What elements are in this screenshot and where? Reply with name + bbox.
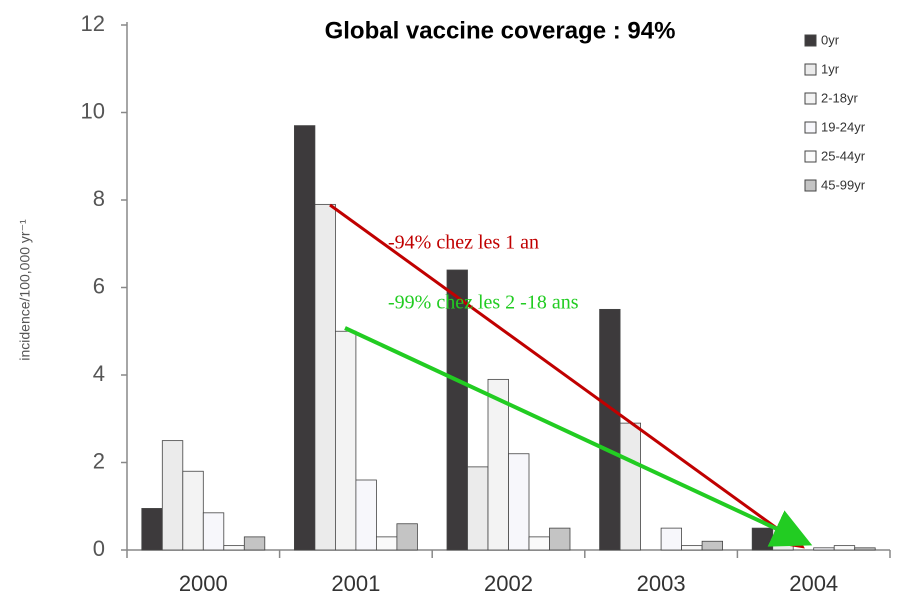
bar: [660, 527, 682, 551]
y-tick-label: 6: [93, 273, 105, 298]
bar: [334, 330, 357, 551]
legend-label: 1yr: [821, 61, 840, 76]
legend-swatch: [804, 63, 817, 76]
bar: [141, 508, 163, 551]
bar: [751, 527, 774, 551]
bar: [487, 378, 509, 551]
legend-swatch: [804, 179, 817, 192]
bar: [375, 536, 398, 551]
x-tick-label: 2003: [637, 571, 686, 596]
annotation: -94% chez les 1 an: [388, 232, 539, 254]
bar: [446, 269, 468, 551]
legend-swatch: [804, 150, 817, 163]
bar: [619, 422, 641, 551]
bar: [833, 545, 856, 551]
bar: [549, 527, 571, 551]
x-tick-label: 2000: [179, 571, 228, 596]
x-tick-label: 2001: [331, 571, 380, 596]
y-tick-label: 4: [93, 361, 105, 386]
bar: [182, 470, 204, 551]
bar: [813, 547, 835, 551]
bar: [293, 125, 316, 551]
bar: [355, 479, 377, 551]
bar: [701, 540, 723, 551]
annotation: -99% chez les 2 -18 ans: [388, 292, 579, 314]
arrow: [344, 326, 813, 547]
chart-title: Global vaccine coverage : 94%: [325, 17, 676, 44]
legend-label: 0yr: [821, 32, 840, 47]
y-axis-label: incidence/100,000 yr⁻¹: [17, 219, 33, 361]
legend-label: 25-44yr: [821, 148, 866, 163]
bar: [223, 545, 245, 551]
bar: [467, 466, 489, 551]
arrow: [329, 203, 805, 549]
bar: [508, 453, 530, 551]
bar: [599, 308, 621, 551]
legend-label: 2-18yr: [821, 90, 859, 105]
legend-swatch: [804, 34, 817, 47]
bar: [681, 545, 703, 551]
bar: [396, 523, 418, 551]
legend-swatch: [804, 92, 817, 105]
bar: [161, 440, 184, 551]
y-tick-label: 8: [93, 186, 105, 211]
bar: [202, 512, 225, 551]
y-tick-label: 12: [81, 11, 105, 36]
legend-label: 19-24yr: [821, 119, 866, 134]
y-tick-label: 10: [81, 98, 105, 123]
bar: [243, 536, 266, 551]
bar: [528, 536, 550, 551]
bar: [854, 547, 876, 551]
bar: [314, 203, 336, 551]
x-tick-label: 2002: [484, 571, 533, 596]
x-tick-label: 2004: [789, 571, 838, 596]
legend-label: 45-99yr: [821, 177, 866, 192]
y-tick-label: 2: [93, 448, 105, 473]
y-tick-label: 0: [93, 536, 105, 561]
legend-swatch: [804, 121, 817, 134]
